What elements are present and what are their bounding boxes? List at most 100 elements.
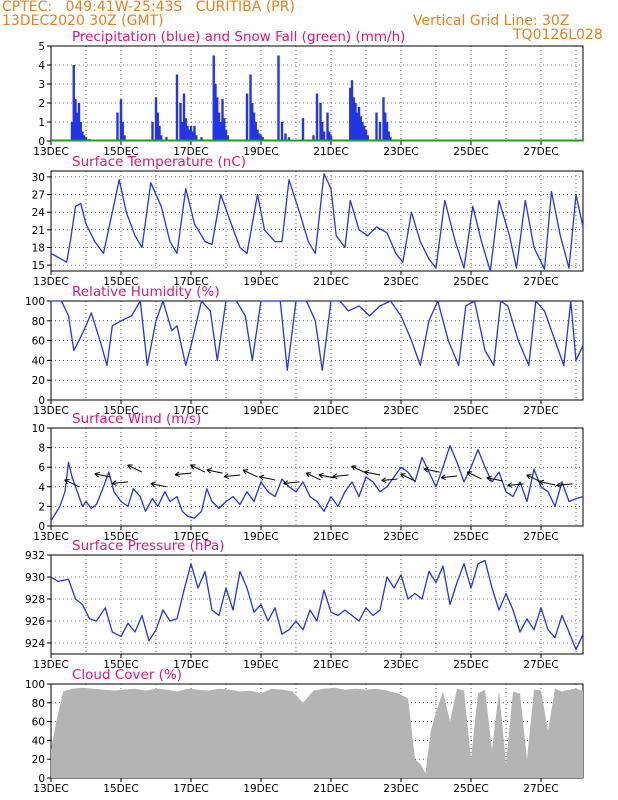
- wind-arrow: [351, 465, 367, 474]
- wind-arrow-head: [111, 480, 117, 484]
- precipitation-bar: [256, 129, 259, 141]
- wind-arrow: [364, 471, 381, 476]
- wind-arrow-head: [223, 476, 229, 480]
- precipitation-bar: [191, 131, 194, 141]
- precipitation-bar: [81, 131, 84, 141]
- precipitation-bar: [175, 74, 179, 141]
- x-tick-label: 27DEC: [523, 783, 558, 795]
- y-tick-label: 40: [32, 355, 45, 367]
- wind-arrow-head: [507, 482, 512, 486]
- precipitation-bar: [349, 87, 352, 141]
- wind-arrow: [486, 477, 503, 482]
- x-tick-label: 17DEC: [173, 405, 208, 417]
- precipitation-bar: [224, 129, 228, 141]
- wind-arrow-head: [283, 480, 288, 484]
- panel-frame: [50, 427, 584, 527]
- wind-arrow-head: [381, 477, 386, 481]
- wind-arrow-head: [440, 477, 446, 481]
- precipitation-bar: [378, 122, 382, 141]
- x-tick-label: 21DEC: [313, 531, 348, 543]
- header-date: 13DEC2020 30Z (GMT): [2, 13, 164, 29]
- y-tick-label: 926: [25, 616, 45, 628]
- y-tick-label: 0: [38, 773, 45, 785]
- precipitation-bar: [195, 135, 198, 141]
- precipitation-bar: [350, 80, 354, 141]
- wind-arrow-head: [440, 474, 446, 479]
- wind-arrow-head: [94, 471, 100, 475]
- precipitation-bar: [76, 112, 79, 141]
- precipitation-bar: [375, 112, 378, 141]
- cloud-cover-area: [51, 687, 583, 778]
- wind-arrow-head: [259, 474, 265, 478]
- y-tick-label: 20: [32, 375, 45, 387]
- wind-arrow-head: [486, 477, 491, 482]
- precipitation-bar: [329, 135, 333, 141]
- precipitation-bar: [182, 93, 186, 141]
- wind-arrow-head: [364, 469, 370, 473]
- wind-arrow-head: [332, 476, 338, 480]
- x-tick-label: 17DEC: [173, 783, 208, 795]
- wind-arrow-head: [507, 484, 513, 488]
- x-tick-label: 17DEC: [173, 146, 208, 158]
- wind-arrow-head: [423, 466, 429, 470]
- x-tick-label: 23DEC: [383, 146, 418, 158]
- wind-arrow: [283, 481, 300, 484]
- wind-arrow-head: [150, 483, 155, 488]
- wind-arrow-head: [556, 482, 561, 486]
- wind-arrow-head: [466, 471, 471, 477]
- wind-arrow: [400, 473, 416, 482]
- precipitation-bar: [160, 135, 163, 141]
- precipitation-bar: [366, 135, 369, 141]
- y-tick-label: 0: [38, 521, 45, 533]
- wind-arrow-head: [539, 479, 545, 483]
- series-line: [50, 559, 584, 651]
- wind-arrow: [206, 469, 223, 474]
- wind-arrow-head: [283, 483, 289, 486]
- x-tick-label: 23DEC: [383, 659, 418, 671]
- wind-arrow-head: [363, 471, 369, 476]
- precipitation-bar: [154, 97, 158, 141]
- x-tick-label: 27DEC: [523, 276, 558, 288]
- precipitation-bar: [363, 125, 366, 141]
- y-tick-label: 5: [38, 41, 45, 53]
- x-tick-label: 19DEC: [243, 405, 278, 417]
- precipitation-bar: [193, 125, 196, 141]
- wind-arrow-head: [400, 473, 404, 479]
- wind-arrow: [556, 483, 573, 486]
- wind-arrow: [332, 474, 349, 478]
- precipitation-bar: [352, 97, 355, 141]
- precipitation-bar: [158, 125, 161, 141]
- wind-arrow-head: [305, 472, 310, 478]
- x-tick-label: 19DEC: [243, 146, 278, 158]
- wind-arrow: [94, 473, 111, 478]
- panel-title: Surface Wind (m/s): [72, 411, 201, 427]
- precipitation-bar: [277, 55, 280, 141]
- y-tick-label: 15: [32, 260, 45, 272]
- y-tick-label: 30: [32, 172, 45, 184]
- precipitation-bar: [261, 137, 264, 141]
- x-tick-label: 25DEC: [453, 276, 488, 288]
- x-tick-label: 23DEC: [383, 276, 418, 288]
- wind-arrow: [242, 469, 258, 478]
- x-tick-label: 23DEC: [383, 531, 418, 543]
- precipitation-bar: [219, 122, 222, 141]
- x-tick-label: 17DEC: [173, 276, 208, 288]
- header-station: CPTEC: 049:41W-25:43S CURITIBA (PR): [2, 0, 295, 15]
- precipitation-bar: [284, 133, 287, 141]
- wind-arrow-head: [318, 474, 323, 479]
- y-tick-label: 100: [25, 296, 45, 308]
- precipitation-bar: [74, 99, 77, 141]
- wind-arrow-head: [111, 483, 117, 486]
- x-tick-label: 23DEC: [383, 783, 418, 795]
- x-tick-label: 15DEC: [103, 783, 138, 795]
- precipitation-bar: [322, 131, 326, 141]
- precipitation-bar: [184, 118, 187, 141]
- y-tick-label: 24: [32, 207, 46, 219]
- x-tick-label: 19DEC: [243, 531, 278, 543]
- precipitation-bar: [280, 122, 284, 141]
- x-tick-label: 13DEC: [33, 405, 68, 417]
- x-tick-label: 27DEC: [523, 146, 558, 158]
- header-code: TQ0126L028: [513, 27, 603, 43]
- precipitation-bar: [217, 112, 221, 141]
